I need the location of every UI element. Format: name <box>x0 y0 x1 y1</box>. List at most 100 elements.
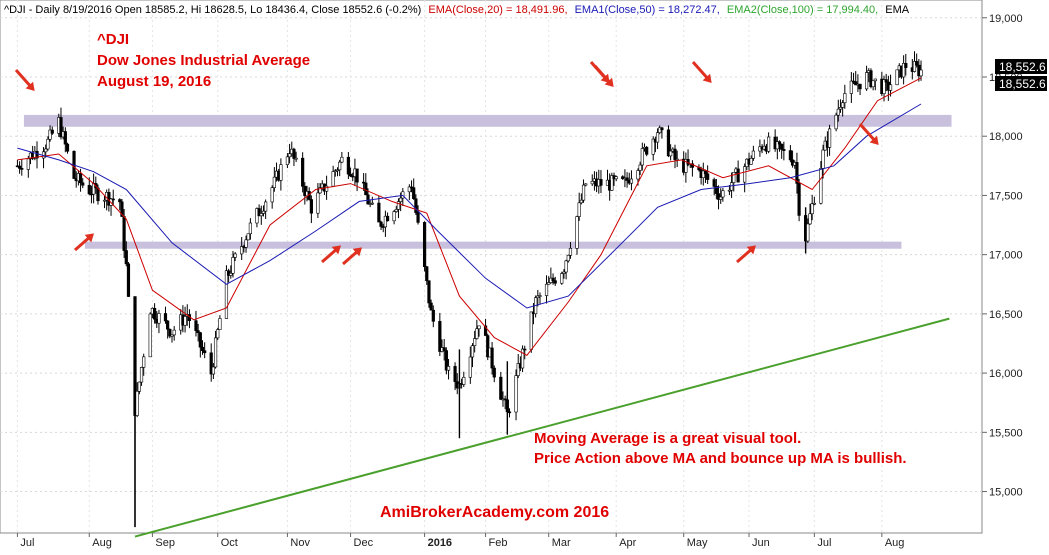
price-candle <box>224 270 229 319</box>
price-candle <box>871 80 875 88</box>
price-candle <box>795 162 799 184</box>
price-candle <box>490 347 494 369</box>
price-candle <box>610 175 614 191</box>
price-candle <box>407 186 411 193</box>
price-candle <box>35 150 39 159</box>
x-tick-label: Nov <box>290 537 310 549</box>
price-candle <box>564 260 568 273</box>
ema-lines <box>17 77 922 356</box>
price-candle <box>294 157 298 160</box>
price-candle <box>246 233 250 241</box>
price-candle <box>163 313 168 322</box>
price-candle <box>303 186 307 197</box>
price-candle <box>788 150 792 161</box>
price-candle <box>412 187 416 200</box>
price-candle <box>462 376 466 385</box>
price-candle <box>854 81 858 86</box>
y-tick-label: 18,000 <box>989 131 1023 143</box>
price-candle <box>749 158 753 165</box>
price-candle <box>486 335 490 358</box>
price-candle <box>198 332 202 348</box>
arrows <box>14 61 879 266</box>
price-candle <box>26 158 30 170</box>
price-candle <box>873 78 877 82</box>
price-candle <box>316 192 320 214</box>
y-tick-label: 17,000 <box>989 250 1023 262</box>
price-candle <box>44 148 48 153</box>
price-candle <box>827 128 832 148</box>
price-candle <box>706 173 710 180</box>
price-candle <box>257 208 261 217</box>
price-candle <box>120 201 124 217</box>
price-candle <box>669 150 673 157</box>
x-tick-label: Aug <box>92 537 112 549</box>
price-candle <box>383 215 387 228</box>
price-candle <box>551 277 555 281</box>
price-candle <box>248 222 252 235</box>
y-tick-label: 15,000 <box>989 487 1023 499</box>
price-candle <box>638 164 642 171</box>
title-ticker: ^DJI <box>97 31 129 48</box>
red-arrow-head <box>352 247 363 257</box>
price-candle <box>838 107 843 110</box>
price-candle <box>636 170 640 180</box>
red-arrow <box>593 65 614 87</box>
price-candle <box>743 166 747 183</box>
price-candle <box>346 156 350 175</box>
price-candle <box>362 181 366 184</box>
price-candle <box>422 222 427 267</box>
header-ema100: EMA2(Close,100) = 17,994.40, <box>727 4 878 16</box>
price-candle <box>712 179 716 187</box>
price-candle <box>309 199 313 214</box>
price-candle <box>318 187 322 194</box>
price-candle <box>919 69 923 77</box>
price-candle <box>751 150 755 159</box>
price-candle <box>261 210 266 214</box>
price-candle <box>575 216 579 249</box>
price-candle <box>331 171 335 187</box>
price-label-1: 18,552.6 <box>995 59 1047 74</box>
x-tick-label: 2016 <box>428 537 452 549</box>
price-candle <box>777 141 782 145</box>
price-candle <box>808 213 812 225</box>
price-candle <box>888 84 893 91</box>
price-candle <box>492 367 496 378</box>
price-candle <box>477 325 481 330</box>
price-candle <box>645 146 649 155</box>
price-candle <box>520 348 525 369</box>
x-tick-label: Jun <box>752 537 770 549</box>
x-tick-label: Jul <box>20 537 34 549</box>
price-candle <box>625 177 629 181</box>
price-candle <box>843 93 847 104</box>
price-candle <box>470 345 475 358</box>
x-tick-label: May <box>687 537 708 549</box>
price-candle <box>651 138 655 155</box>
price-candle <box>468 356 472 378</box>
grid <box>0 0 982 533</box>
red-arrow-head <box>869 135 879 145</box>
price-candle <box>812 202 816 205</box>
price-candle <box>806 223 810 242</box>
price-candle <box>172 329 176 336</box>
price-candle <box>211 366 215 375</box>
red-arrow-head <box>746 245 757 255</box>
red-arrow-shaft <box>858 123 878 143</box>
price-candle <box>348 173 353 177</box>
price-candle <box>821 149 825 169</box>
price-label-2: 18,552.6 <box>995 76 1047 91</box>
price-candle <box>126 263 131 297</box>
y-tick-label: 15,500 <box>989 427 1023 439</box>
price-candle <box>904 62 908 68</box>
price-candle <box>157 313 161 324</box>
x-tick-label: Oct <box>221 537 238 549</box>
price-candle <box>65 143 70 152</box>
price-candle <box>714 186 718 194</box>
ema20-line <box>17 77 922 356</box>
price-candle <box>810 203 814 215</box>
price-candle <box>20 168 24 170</box>
x-tick-label: Sep <box>155 537 175 549</box>
price-candle <box>912 61 917 72</box>
x-axis: Jul Aug Sep Oct Nov Dec 2016 Feb Mar Apr May Jun Jul… <box>16 533 904 549</box>
x-tick-label: Feb <box>489 537 508 549</box>
ema50-line <box>17 103 922 309</box>
